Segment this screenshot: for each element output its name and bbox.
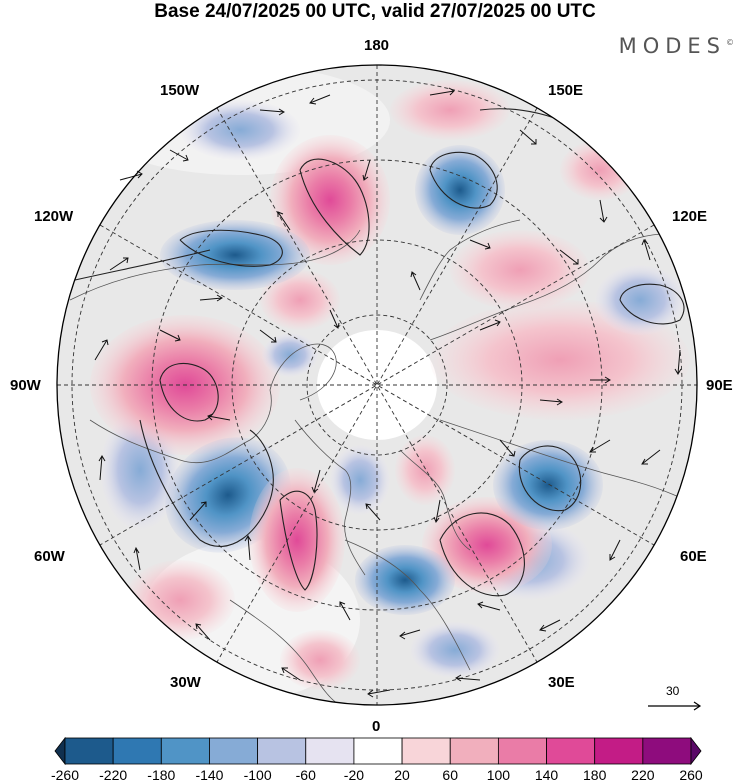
colorbar-tick-label: -140 bbox=[195, 767, 224, 783]
label-30w: 30W bbox=[170, 674, 201, 691]
contours bbox=[74, 108, 685, 597]
map-border bbox=[56, 64, 698, 706]
colorbar-tick-label: -60 bbox=[295, 767, 316, 783]
colorbar-tick-label: -100 bbox=[243, 767, 272, 783]
colorbar-tick-label: -20 bbox=[343, 767, 365, 783]
colorbar-swatch bbox=[690, 736, 702, 766]
label-180: 180 bbox=[364, 37, 390, 54]
colorbar-tick-label: 180 bbox=[583, 767, 607, 783]
label-0: 0 bbox=[372, 718, 381, 735]
label-60w: 60W bbox=[34, 548, 65, 565]
colorbar-swatch bbox=[497, 737, 547, 765]
colorbar-swatch bbox=[209, 737, 259, 765]
colorbar-tick-label: 20 bbox=[394, 767, 410, 783]
colorbar-swatch bbox=[449, 737, 499, 765]
anomaly-positive-barents bbox=[395, 435, 455, 505]
colorbar-tick-label: 100 bbox=[486, 767, 511, 783]
label-60e: 60E bbox=[680, 548, 707, 565]
anomaly-negative-siberia bbox=[493, 440, 603, 530]
colorbar-tick-label: -260 bbox=[50, 767, 80, 783]
label-30e: 30E bbox=[548, 674, 575, 691]
modes-logo: MODES© bbox=[618, 34, 734, 58]
colorbar-swatch bbox=[546, 737, 596, 765]
anomaly-positive-bering bbox=[270, 135, 390, 265]
graticule bbox=[57, 65, 697, 705]
colorbar-tick-label: 260 bbox=[679, 767, 703, 783]
chart-title: Base 24/07/2025 00 UTC, valid 27/07/2025… bbox=[154, 1, 596, 22]
colorbar-swatch bbox=[257, 737, 307, 765]
colorbar-swatch bbox=[160, 737, 210, 765]
colorbar-swatch bbox=[642, 737, 692, 765]
colorbar-tick-label: 60 bbox=[442, 767, 459, 783]
colorbar-swatch bbox=[112, 737, 162, 765]
reference-vector-arrow bbox=[648, 701, 702, 711]
anomaly-positive-greenland-sea bbox=[249, 468, 345, 612]
coastlines bbox=[69, 219, 697, 705]
colorbar-swatch bbox=[305, 737, 355, 765]
colorbar-swatch bbox=[353, 737, 403, 765]
polar-map bbox=[56, 64, 702, 711]
label-150e: 150E bbox=[548, 82, 584, 99]
anomaly-negative-hudson bbox=[262, 333, 318, 377]
anomaly-negative-europe bbox=[355, 545, 455, 615]
colorbar-swatch bbox=[401, 737, 451, 765]
anomaly-negative-alaska bbox=[160, 220, 310, 290]
wind-vectors bbox=[94, 87, 682, 698]
colorbar-tick-label: -180 bbox=[147, 767, 176, 783]
label-90w: 90W bbox=[10, 377, 41, 394]
colorbar-tick-label: 220 bbox=[631, 767, 655, 783]
colorbar-swatch bbox=[594, 737, 644, 765]
anomaly-negative-pacific bbox=[415, 145, 505, 235]
label-90e: 90E bbox=[706, 377, 733, 394]
label-120w: 120W bbox=[34, 208, 74, 225]
colorbar bbox=[54, 736, 702, 766]
reference-vector-value: 30 bbox=[666, 684, 680, 698]
colorbar-tick-label: -220 bbox=[99, 767, 128, 783]
label-150w: 150W bbox=[160, 82, 200, 99]
colorbar-swatch bbox=[54, 736, 66, 766]
colorbar-swatch bbox=[64, 737, 114, 765]
colorbar-tick-label: 140 bbox=[534, 767, 559, 783]
label-120e: 120E bbox=[672, 208, 708, 225]
